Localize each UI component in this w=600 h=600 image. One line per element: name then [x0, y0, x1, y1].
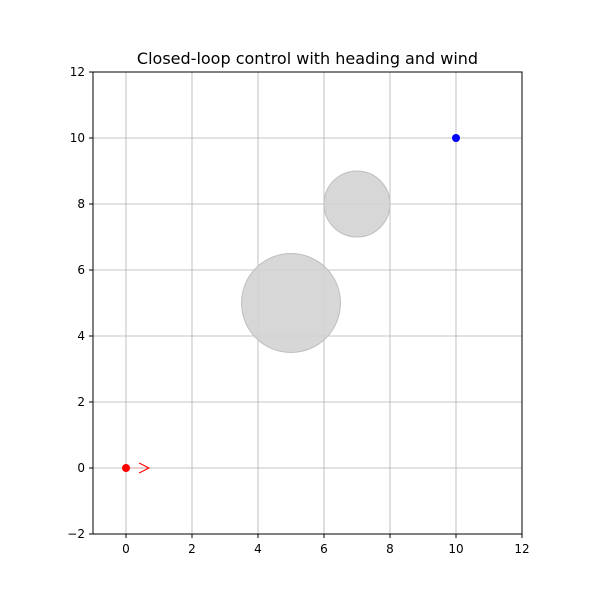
- y-tick-label: 10: [70, 131, 85, 145]
- y-tick-label: 8: [77, 197, 85, 211]
- y-tick-label: −2: [67, 527, 85, 541]
- obstacles: [241, 170, 391, 353]
- x-tick-label: 10: [448, 542, 463, 556]
- markers: [122, 134, 460, 474]
- x-tick-label: 2: [188, 542, 196, 556]
- start-point: [122, 464, 130, 472]
- goal-point: [452, 134, 460, 142]
- x-tick-label: 8: [386, 542, 394, 556]
- chart-title: Closed-loop control with heading and win…: [137, 49, 478, 68]
- grid-lines: [93, 71, 523, 535]
- x-tick-label: 6: [320, 542, 328, 556]
- obstacle-circle: [241, 253, 341, 353]
- x-tick-label: 4: [254, 542, 262, 556]
- heading-arrow: [138, 462, 151, 474]
- y-tick-label: 2: [77, 395, 85, 409]
- y-tick-label: 12: [70, 65, 85, 79]
- axis-ticks: 0 2 4 6 8 10 12 −2 0 2 4 6 8 10 12: [67, 65, 529, 556]
- x-tick-label: 0: [122, 542, 130, 556]
- plot-border: [92, 71, 523, 535]
- obstacle-circle: [323, 170, 391, 238]
- y-tick-label: 0: [77, 461, 85, 475]
- y-tick-label: 6: [77, 263, 85, 277]
- axes-frame: [92, 71, 523, 535]
- x-tick-label: 12: [514, 542, 529, 556]
- y-tick-label: 4: [77, 329, 85, 343]
